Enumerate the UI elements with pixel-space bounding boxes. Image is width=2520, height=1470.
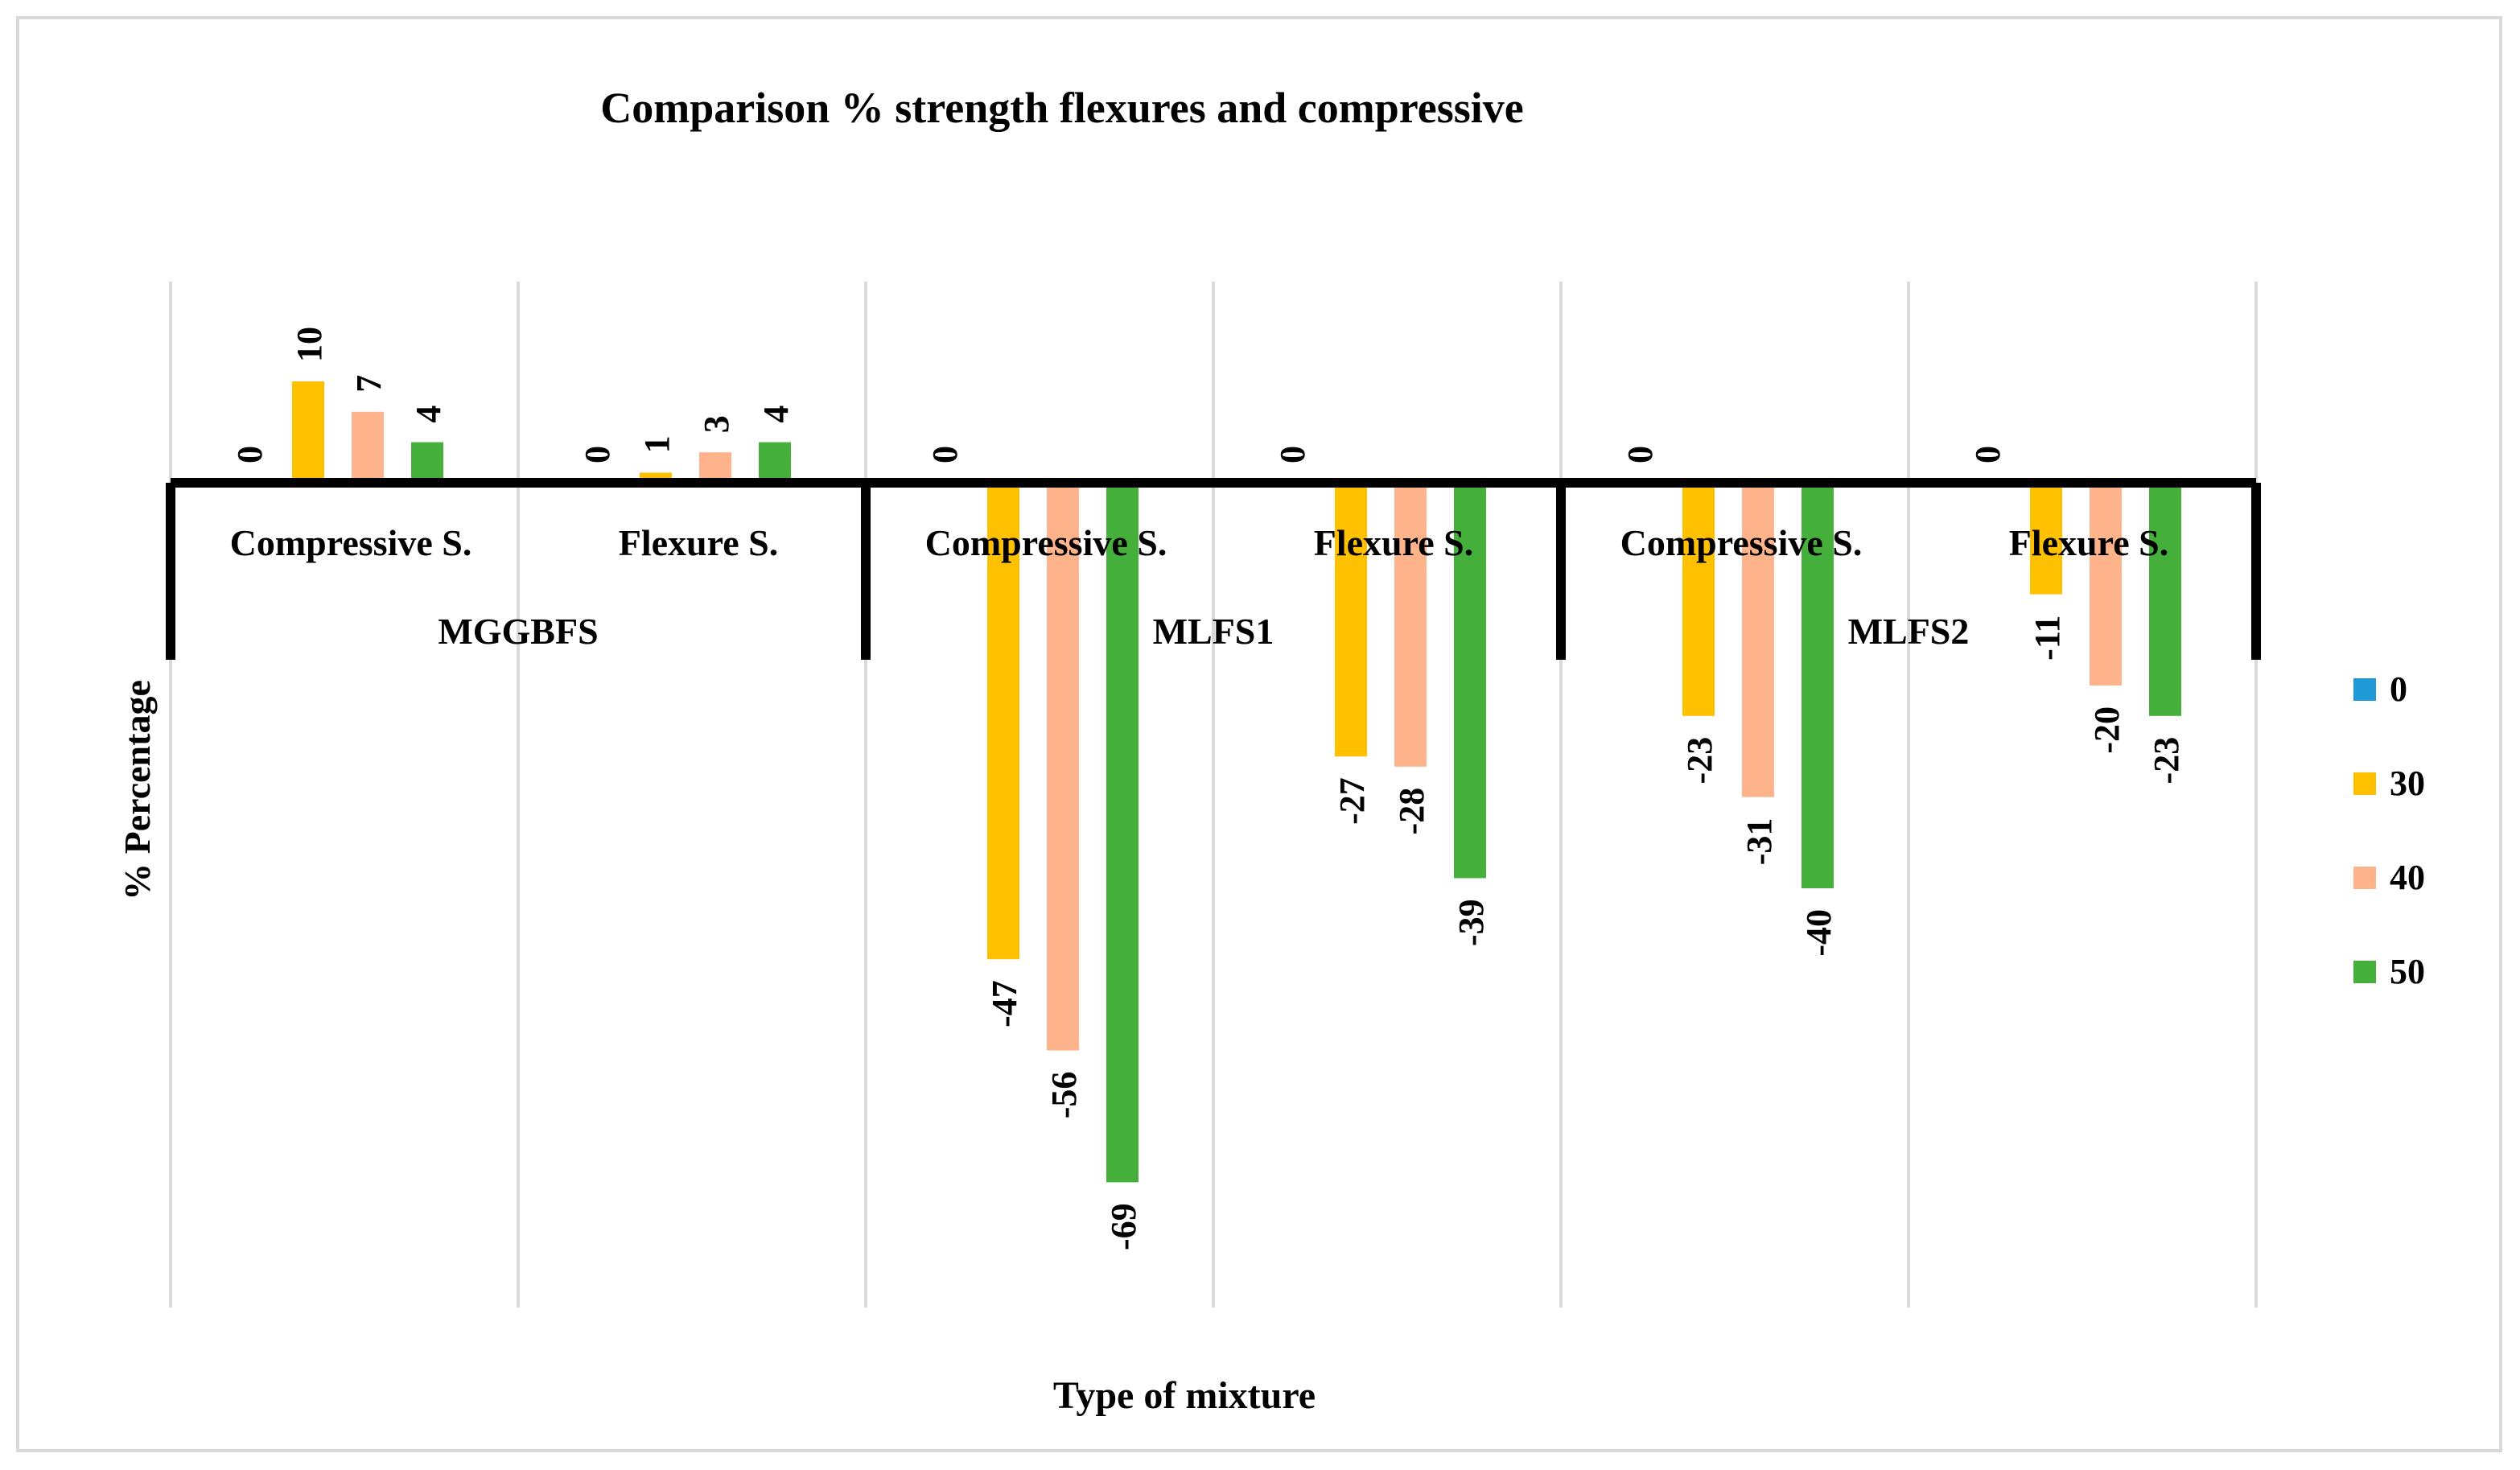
legend-label: 0	[2390, 669, 2407, 709]
bar-series-30	[292, 381, 324, 483]
data-label: -23	[2147, 737, 2186, 784]
category-label: Flexure S.	[619, 522, 778, 563]
label-layer: 0 0 0 0 0 0 10 1 -47 -27 -23 -11 7 3 -56 -28 -31 -20 4 4 -69…	[230, 327, 2186, 1250]
legend-label: 40	[2390, 858, 2425, 897]
data-label: -28	[1392, 788, 1431, 835]
y-axis-label: % Percentage	[117, 680, 158, 900]
legend-swatch	[2353, 678, 2376, 701]
bar-series-50	[2149, 483, 2181, 716]
category-label: Flexure S.	[1314, 522, 1473, 563]
data-label: -27	[1332, 777, 1372, 825]
data-label: -11	[2028, 616, 2067, 661]
bar-series-50	[411, 442, 443, 483]
data-label: 4	[756, 406, 796, 423]
axis-layer	[166, 478, 2261, 660]
data-label: 0	[925, 446, 965, 463]
data-label: -39	[1451, 899, 1491, 946]
bar-series-50	[1106, 483, 1139, 1183]
data-label: -40	[1799, 909, 1839, 957]
bar-series-40	[2090, 483, 2122, 686]
data-label: -56	[1044, 1072, 1084, 1119]
bar-series-30	[1682, 483, 1715, 716]
bar-series-30	[987, 483, 1019, 960]
data-label: -23	[1680, 737, 1719, 784]
chart-frame	[16, 16, 2502, 1452]
data-label: -20	[2087, 706, 2127, 754]
legend-label: 50	[2390, 952, 2425, 991]
bar-series-40	[1742, 483, 1774, 797]
group-label: MLFS2	[1848, 611, 1970, 652]
data-label: 4	[409, 406, 448, 423]
category-label: Compressive S.	[925, 522, 1167, 563]
bar-series-50	[1454, 483, 1486, 879]
data-label: 0	[1968, 446, 2007, 463]
group-label: MGGBFS	[438, 611, 598, 652]
bar-series-40	[699, 452, 731, 483]
legend-swatch	[2353, 961, 2376, 983]
group-label: MLFS1	[1153, 611, 1274, 652]
data-label: 0	[1620, 446, 1660, 463]
data-label: -31	[1740, 818, 1779, 866]
bar-series-30	[2030, 483, 2062, 595]
bar-series-40	[352, 411, 384, 483]
category-label: Compressive S.	[1620, 522, 1863, 563]
chart-title: Comparison % strength flexures and compr…	[600, 84, 1524, 132]
data-label: 3	[697, 415, 736, 433]
bar-series-30	[1335, 483, 1367, 757]
data-label: 0	[578, 446, 617, 463]
category-label: Flexure S.	[2009, 522, 2168, 563]
bar-layer	[233, 381, 2181, 1183]
legend: 0 30 40 50	[2353, 669, 2425, 991]
data-label: 0	[230, 446, 270, 463]
data-label: 0	[1273, 446, 1312, 463]
bar-series-40	[1047, 483, 1079, 1051]
legend-label: 30	[2390, 764, 2425, 803]
bar-series-40	[1394, 483, 1427, 767]
category-label: Compressive S.	[230, 522, 472, 563]
data-label: 1	[637, 435, 677, 453]
bar-series-50	[1801, 483, 1834, 888]
grid-layer	[169, 282, 2258, 1307]
legend-swatch	[2353, 867, 2376, 889]
data-label: 10	[290, 327, 329, 362]
data-label: -47	[985, 980, 1024, 1027]
x-axis-label: Type of mixture	[1053, 1374, 1316, 1417]
bar-series-50	[759, 442, 791, 483]
legend-swatch	[2353, 772, 2376, 795]
data-label: -69	[1104, 1203, 1143, 1250]
data-label: 7	[349, 375, 389, 393]
